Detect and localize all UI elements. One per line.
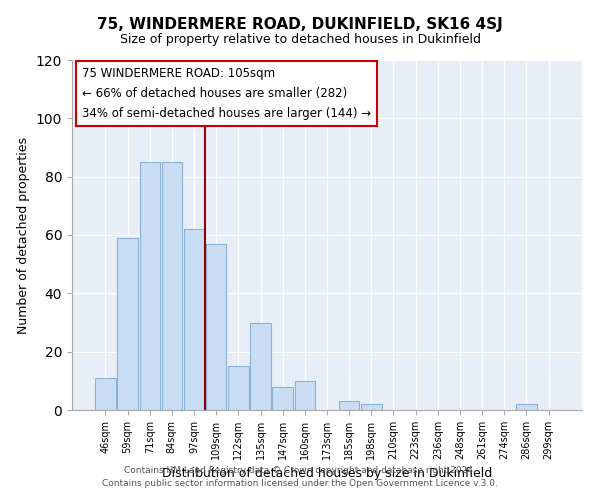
- Bar: [95, 378, 116, 410]
- Text: 75 WINDERMERE ROAD: 105sqm
← 66% of detached houses are smaller (282)
34% of sem: 75 WINDERMERE ROAD: 105sqm ← 66% of deta…: [82, 67, 371, 120]
- Bar: [118, 238, 138, 410]
- Bar: [161, 162, 182, 410]
- Text: 75, WINDERMERE ROAD, DUKINFIELD, SK16 4SJ: 75, WINDERMERE ROAD, DUKINFIELD, SK16 4S…: [97, 18, 503, 32]
- Bar: [295, 381, 315, 410]
- Bar: [140, 162, 160, 410]
- Bar: [206, 244, 226, 410]
- Text: Size of property relative to detached houses in Dukinfield: Size of property relative to detached ho…: [119, 32, 481, 46]
- Bar: [184, 229, 204, 410]
- Bar: [339, 401, 359, 410]
- Text: Contains HM Land Registry data © Crown copyright and database right 2024.
Contai: Contains HM Land Registry data © Crown c…: [102, 466, 498, 487]
- Bar: [250, 322, 271, 410]
- Bar: [228, 366, 248, 410]
- Y-axis label: Number of detached properties: Number of detached properties: [17, 136, 31, 334]
- X-axis label: Distribution of detached houses by size in Dukinfield: Distribution of detached houses by size …: [162, 468, 492, 480]
- Bar: [516, 404, 536, 410]
- Bar: [272, 386, 293, 410]
- Bar: [361, 404, 382, 410]
